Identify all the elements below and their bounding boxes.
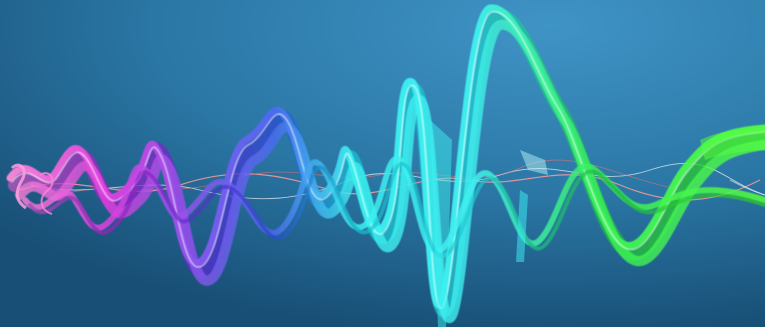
secondary-ribbon-wave	[22, 155, 765, 258]
pink-wisps	[10, 163, 54, 215]
green-tail-accents	[700, 130, 765, 196]
cyan-spike-accents	[430, 120, 548, 327]
